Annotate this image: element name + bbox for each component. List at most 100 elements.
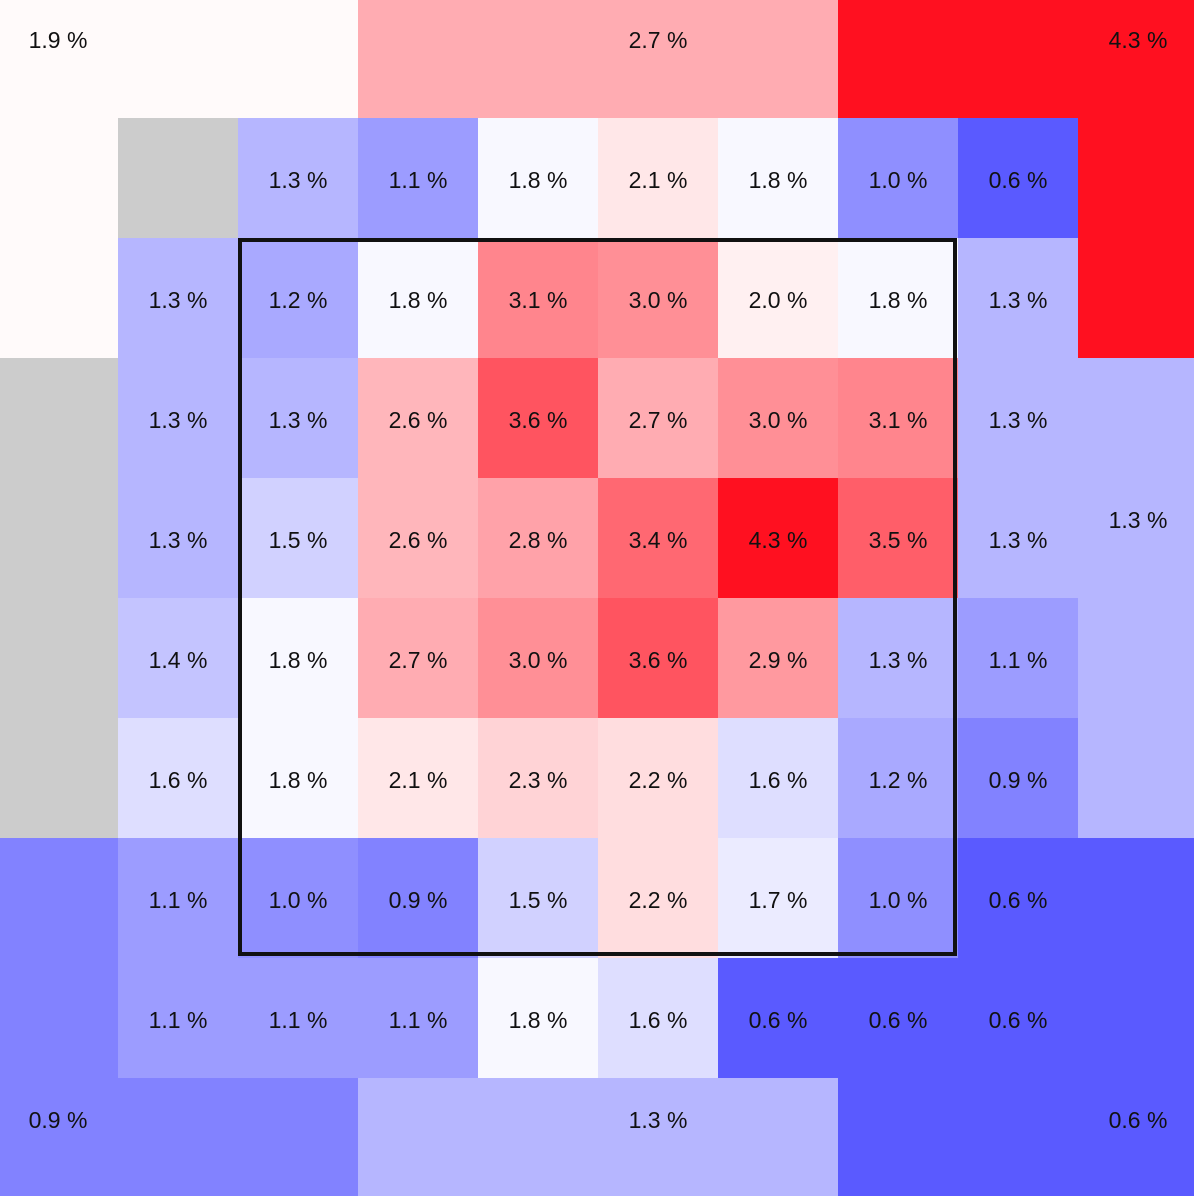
zone-cell xyxy=(718,838,838,958)
zone-cell-label: 3.6 % xyxy=(629,647,688,673)
zone-cell xyxy=(718,478,838,598)
zone-cell xyxy=(118,598,238,718)
zone-cell xyxy=(958,358,1078,478)
zone-cell-label: 2.8 % xyxy=(509,527,568,553)
zone-cell-label: 4.3 % xyxy=(749,527,808,553)
zone-cell xyxy=(958,718,1078,838)
zone-cell-label: 1.0 % xyxy=(269,887,328,913)
zone-cell xyxy=(478,238,598,358)
zone-cell-label: 3.1 % xyxy=(869,407,928,433)
outer-zone-right-middle xyxy=(1078,358,1194,838)
zone-cell-label: 0.6 % xyxy=(989,167,1048,193)
zone-cell xyxy=(238,958,358,1078)
outer-zone-label-bottom-center: 1.3 % xyxy=(629,1107,688,1133)
zone-cell xyxy=(118,238,238,358)
zone-cell xyxy=(238,478,358,598)
zone-cell xyxy=(478,118,598,238)
zone-cell-label: 2.3 % xyxy=(509,767,568,793)
zone-cell xyxy=(958,118,1078,238)
zone-cell xyxy=(718,118,838,238)
outer-zone-bottom-right xyxy=(838,838,1194,1196)
zone-cell-label: 3.0 % xyxy=(509,647,568,673)
zone-cell xyxy=(718,958,838,1078)
zone-cell xyxy=(718,238,838,358)
zone-cell xyxy=(598,958,718,1078)
zone-cell-label: 1.1 % xyxy=(989,647,1048,673)
zone-cell xyxy=(718,598,838,718)
zone-cell-label: 2.2 % xyxy=(629,887,688,913)
zone-cell xyxy=(358,478,478,598)
zone-cell xyxy=(358,718,478,838)
outer-zone-top-right xyxy=(838,0,1194,358)
zone-cell-label: 1.1 % xyxy=(389,167,448,193)
outer-zone-left-middle xyxy=(0,358,118,838)
zone-cell-label: 1.3 % xyxy=(149,407,208,433)
zone-grid xyxy=(118,118,1078,1078)
zone-cell-label: 1.3 % xyxy=(149,287,208,313)
zone-cell xyxy=(478,478,598,598)
zone-cell-label: 1.3 % xyxy=(149,527,208,553)
zone-cell xyxy=(958,238,1078,358)
zone-cell xyxy=(118,718,238,838)
zone-cell-label: 1.8 % xyxy=(269,647,328,673)
zone-cell xyxy=(958,838,1078,958)
zone-cell-label: 1.5 % xyxy=(509,887,568,913)
zone-cell xyxy=(838,358,958,478)
zone-cell-label: 1.1 % xyxy=(269,1007,328,1033)
zone-cell xyxy=(238,358,358,478)
zone-cell-label: 1.2 % xyxy=(269,287,328,313)
zone-cell xyxy=(118,358,238,478)
zone-cell-label: 1.6 % xyxy=(749,767,808,793)
outer-zone-top-center xyxy=(358,0,838,118)
zone-cell-label: 2.7 % xyxy=(389,647,448,673)
zone-cell xyxy=(838,958,958,1078)
zone-cell xyxy=(238,838,358,958)
zone-cell xyxy=(238,598,358,718)
outer-zone-label-top-right: 4.3 % xyxy=(1109,27,1168,53)
zone-cell xyxy=(118,478,238,598)
zone-cell-label: 3.1 % xyxy=(509,287,568,313)
zone-cell xyxy=(838,838,958,958)
zone-cell xyxy=(118,838,238,958)
zone-cell-label: 3.4 % xyxy=(629,527,688,553)
zone-cell-label: 1.8 % xyxy=(509,167,568,193)
zone-cell xyxy=(598,238,718,358)
zone-cell-label: 0.6 % xyxy=(749,1007,808,1033)
zone-cell xyxy=(118,958,238,1078)
strike-zone-outline xyxy=(238,238,957,956)
zone-cell-label: 1.8 % xyxy=(869,287,928,313)
zone-cell-label: 2.1 % xyxy=(629,167,688,193)
zone-cell xyxy=(478,718,598,838)
zone-cell-label: 1.3 % xyxy=(989,527,1048,553)
zone-cell xyxy=(598,838,718,958)
outer-zone-bottom-center xyxy=(358,1078,838,1196)
zone-cell-label: 3.0 % xyxy=(749,407,808,433)
zone-cell xyxy=(358,238,478,358)
zone-cell xyxy=(118,118,238,238)
zone-cell-label: 1.3 % xyxy=(989,287,1048,313)
zone-cell-label: 1.1 % xyxy=(389,1007,448,1033)
zone-cell-label: 2.6 % xyxy=(389,407,448,433)
zone-cell-label: 2.7 % xyxy=(629,407,688,433)
zone-cell-label: 1.4 % xyxy=(149,647,208,673)
zone-cell-label: 1.2 % xyxy=(869,767,928,793)
zone-cell xyxy=(958,478,1078,598)
zone-cell xyxy=(478,598,598,718)
zone-cell xyxy=(478,358,598,478)
outer-zone-bottom-left xyxy=(0,838,358,1196)
zone-cell xyxy=(838,478,958,598)
outer-zone-label-bottom-left: 0.9 % xyxy=(29,1107,88,1133)
zone-cell xyxy=(838,718,958,838)
zone-cell-label: 1.8 % xyxy=(749,167,808,193)
zone-cell-label: 1.8 % xyxy=(389,287,448,313)
zone-cell-label: 2.6 % xyxy=(389,527,448,553)
zone-cell xyxy=(598,478,718,598)
zone-cell-label: 1.8 % xyxy=(509,1007,568,1033)
zone-cell-label: 1.7 % xyxy=(749,887,808,913)
zone-cell xyxy=(958,598,1078,718)
zone-cell-label: 2.2 % xyxy=(629,767,688,793)
zone-cell-label: 1.6 % xyxy=(149,767,208,793)
zone-cell xyxy=(478,958,598,1078)
zone-cell-label: 2.9 % xyxy=(749,647,808,673)
